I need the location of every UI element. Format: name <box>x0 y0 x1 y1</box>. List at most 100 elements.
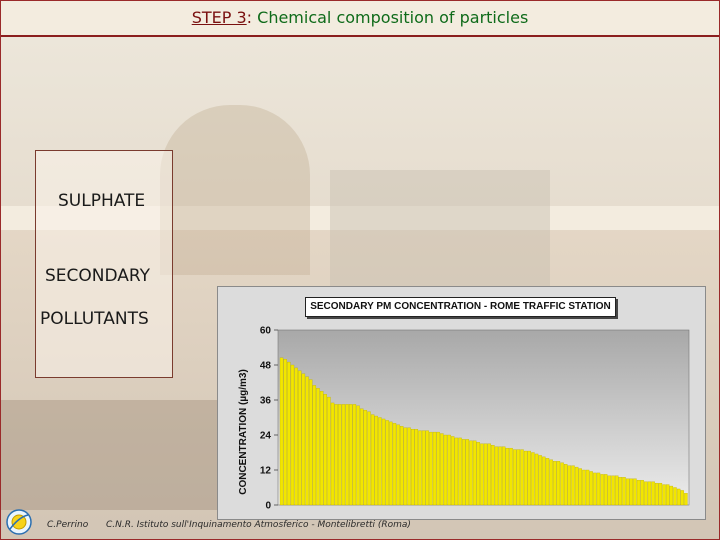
bar <box>458 437 462 506</box>
bar <box>658 482 663 506</box>
bar <box>644 481 648 506</box>
bar <box>684 493 688 506</box>
bar <box>327 396 331 506</box>
bar <box>647 481 652 506</box>
bar <box>662 484 666 506</box>
bar <box>461 439 466 506</box>
y-tick-label: 24 <box>260 431 272 442</box>
bar <box>447 434 451 506</box>
bar <box>611 475 615 506</box>
bar <box>553 461 557 506</box>
bar <box>607 475 612 506</box>
bar <box>542 456 546 506</box>
bar <box>516 449 521 506</box>
bar <box>436 431 440 506</box>
bar <box>494 446 499 506</box>
bar <box>505 447 510 506</box>
bar <box>359 408 364 506</box>
bar <box>600 474 604 506</box>
bar <box>429 431 433 506</box>
bar <box>454 437 459 506</box>
bar <box>527 450 531 506</box>
title-text: Chemical composition of particles <box>257 8 529 27</box>
bar <box>556 461 561 506</box>
y-tick-label: 48 <box>260 361 272 372</box>
bar <box>451 436 455 506</box>
bar <box>465 439 470 506</box>
bar <box>294 367 298 506</box>
bar <box>563 464 568 506</box>
bar <box>305 376 309 506</box>
bar <box>502 446 506 506</box>
bar <box>582 469 586 506</box>
bar <box>414 429 419 506</box>
bar <box>392 423 397 506</box>
institute-logo <box>6 509 32 535</box>
bar <box>367 411 371 506</box>
bar <box>363 410 368 506</box>
bar <box>491 445 495 506</box>
bar <box>440 433 444 506</box>
bar <box>571 465 575 506</box>
bar <box>614 475 619 506</box>
bar <box>418 430 422 506</box>
bar <box>370 414 375 506</box>
bar <box>396 424 400 506</box>
sulphate-textbox <box>35 150 173 378</box>
bar <box>425 430 429 506</box>
page-title: STEP 3: Chemical composition of particle… <box>0 8 720 27</box>
bar <box>676 488 681 506</box>
bar <box>356 405 360 506</box>
bar <box>421 430 426 506</box>
bar <box>400 426 404 506</box>
bar <box>567 465 572 506</box>
footer-institution: C.N.R. Istituto sull'Inquinamento Atmosf… <box>106 520 411 530</box>
bar <box>410 429 415 506</box>
y-axis-label: CONCENTRATION (µg/m3) <box>238 369 249 495</box>
bar <box>287 361 291 506</box>
y-tick-label: 0 <box>265 501 271 512</box>
bar <box>585 469 590 506</box>
bar <box>538 455 542 506</box>
bar <box>534 453 539 506</box>
y-tick-label: 60 <box>260 326 272 337</box>
bar <box>301 373 306 506</box>
bar <box>549 459 553 506</box>
bar <box>604 474 608 506</box>
background-building-right <box>330 170 550 290</box>
bar <box>330 402 335 506</box>
bar <box>345 404 349 506</box>
bar <box>483 443 488 506</box>
bar <box>633 478 637 506</box>
bar <box>279 357 284 506</box>
bar <box>629 478 633 506</box>
textbox-line-sulphate: SULPHATE <box>58 191 146 211</box>
footer-author: C.Perrino <box>47 520 89 530</box>
bar <box>338 404 342 506</box>
background-lower-block <box>0 400 240 510</box>
bar <box>520 449 524 506</box>
title-step: STEP 3 <box>191 8 247 27</box>
title-rule <box>0 35 720 37</box>
y-tick-label: 36 <box>260 396 272 407</box>
y-axis-ticks: 0 12 24 36 48 60 <box>260 326 278 512</box>
bar <box>378 417 382 506</box>
bar <box>578 468 582 506</box>
bar <box>560 462 564 506</box>
bar <box>407 427 411 506</box>
bar <box>487 443 491 506</box>
bar <box>319 391 324 506</box>
bar <box>625 478 630 506</box>
bar <box>341 404 346 506</box>
chart-title: SECONDARY PM CONCENTRATION - ROME TRAFFI… <box>305 297 616 317</box>
bar <box>381 418 386 506</box>
bar <box>655 482 659 506</box>
bar <box>523 450 528 506</box>
bar <box>680 490 684 506</box>
bar <box>298 370 302 506</box>
bar <box>389 421 393 506</box>
bar <box>312 385 317 506</box>
bar <box>545 458 550 506</box>
bar <box>480 443 484 506</box>
